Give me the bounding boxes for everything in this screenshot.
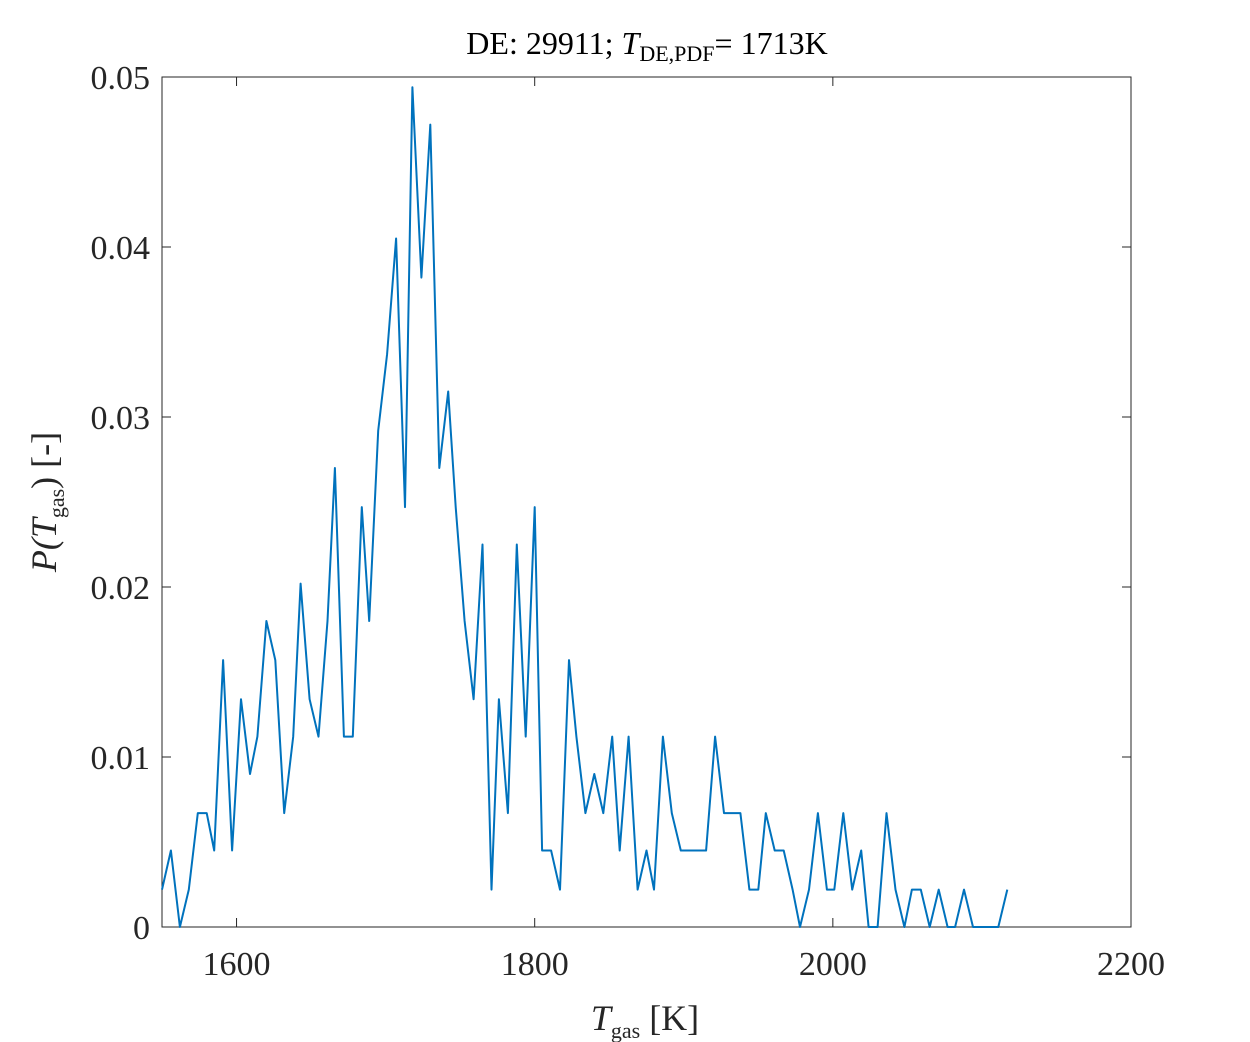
y-axis-label: P(Tgas) [-]: [24, 432, 69, 573]
y-tick-label: 0.05: [91, 60, 151, 97]
x-tick-label: 1800: [501, 946, 569, 983]
y-axis-label-rest: ) [-]: [24, 432, 64, 489]
axes-box: [161, 76, 1132, 928]
y-tick-label: 0.02: [91, 570, 151, 607]
x-tick-label: 1600: [203, 946, 271, 983]
chart-title: DE: 29911; TDE,PDF= 1713K: [466, 25, 827, 66]
y-tick-label: 0.04: [91, 230, 151, 267]
x-axis-label: Tgas [K]: [591, 998, 699, 1042]
y-axis-label-var: T: [24, 515, 64, 538]
x-axis-label-unit: [K]: [640, 998, 699, 1038]
plot-area: 1600 1800 2000 2200 0 0.01 0.02 0.03 0.04 0.05: [91, 60, 1166, 983]
chart-title-prefix: DE: 29911;: [466, 25, 621, 61]
y-tick-labels: 0 0.01 0.02 0.03 0.04 0.05: [91, 60, 151, 947]
y-tick-label: 0: [133, 910, 150, 947]
x-axis-label-var: T: [591, 998, 614, 1038]
chart-title-subscript: DE,PDF: [639, 41, 714, 66]
y-tick-label: 0.01: [91, 740, 151, 777]
x-tick-labels: 1600 1800 2000 2200: [203, 946, 1165, 983]
x-axis-label-subscript: gas: [611, 1018, 640, 1042]
chart-title-var: T: [622, 25, 642, 61]
y-axis-label-subscript: gas: [44, 489, 69, 518]
x-tick-label: 2000: [799, 946, 867, 983]
series-line: [161, 86, 1009, 928]
x-tick-label: 2200: [1097, 946, 1165, 983]
axis-ticks: [162, 76, 1132, 928]
chart-title-suffix: = 1713K: [715, 25, 828, 61]
y-axis-label-func: P(: [24, 536, 64, 573]
y-tick-label: 0.03: [91, 400, 151, 437]
